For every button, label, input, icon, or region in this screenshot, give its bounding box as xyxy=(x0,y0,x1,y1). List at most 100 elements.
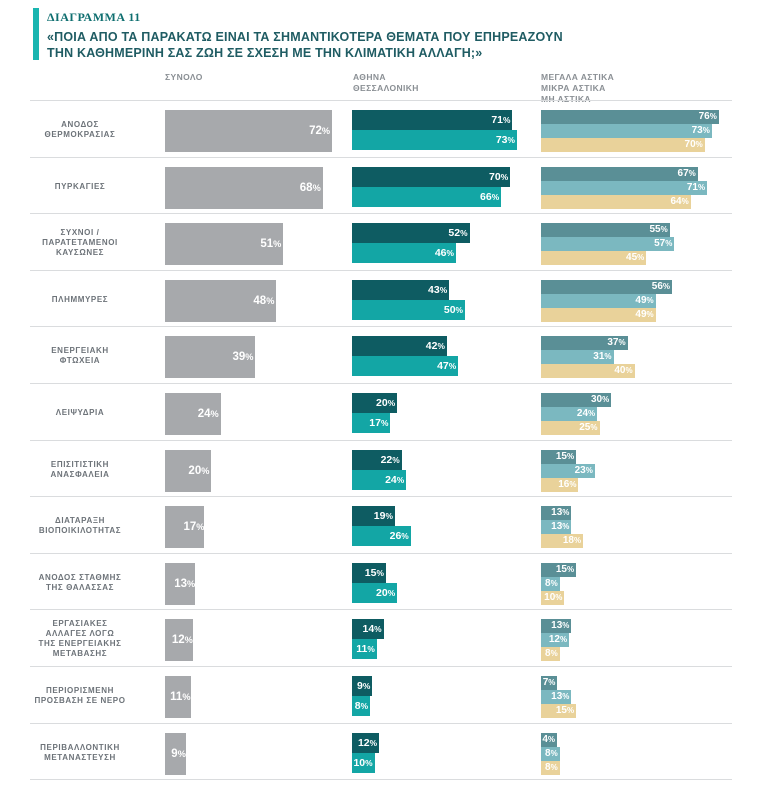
bar-value-label: 13 xyxy=(551,507,563,519)
bar-total: 20% xyxy=(165,449,212,492)
bar-value-label: 52 xyxy=(448,227,461,240)
bar-unit-label: % xyxy=(702,126,710,135)
bar-value-label: 64 xyxy=(670,195,682,207)
bar-thessaloniki: 50% xyxy=(352,299,465,320)
row-separator xyxy=(30,156,732,158)
bar-value-label: 47 xyxy=(437,360,449,373)
column-header-non-urban-line: ΜΗ ΑΣΤΙΚΑ xyxy=(541,94,591,104)
bar-value-label: 9 xyxy=(171,747,178,760)
bar-unit-label: % xyxy=(588,409,596,418)
bar-non-urban: 45% xyxy=(541,251,647,266)
bar-value-label: 66 xyxy=(480,190,492,203)
bar-value-label: 39 xyxy=(232,351,246,364)
bar-unit-label: % xyxy=(550,762,558,772)
bar-unit-label: % xyxy=(550,649,558,659)
row-label-line: ΕΡΓΑΣΙΑΚΕΣ xyxy=(52,619,108,629)
bar-unit-label: % xyxy=(437,341,445,352)
bar-large-urban: 13% xyxy=(541,506,572,521)
bar-non-urban: 8% xyxy=(541,760,560,775)
row-label-line: ΜΕΤΑΝΑΣΤΕΥΣΗ xyxy=(44,752,116,762)
bar-thessaloniki: 17% xyxy=(352,413,391,433)
bar-unit-label: % xyxy=(266,295,275,306)
bar-athens: 70% xyxy=(352,166,511,187)
bar-unit-label: % xyxy=(665,239,673,249)
bar-unit-label: % xyxy=(374,624,382,635)
row-label-line: ΑΝΟΔΟΣ xyxy=(61,120,99,129)
bar-unit-label: % xyxy=(387,398,396,408)
bar-value-label: 24 xyxy=(197,408,211,420)
row-label-line: ΚΑΥΣΩΝΕΣ xyxy=(55,248,105,258)
bar-thessaloniki: 20% xyxy=(352,582,398,603)
bar-unit-label: % xyxy=(362,681,371,691)
bar-value-label: 49 xyxy=(635,294,647,306)
bar-small-urban: 24% xyxy=(541,407,598,421)
row-label: ΔΙΑΤΑΡΑΞΗ ΒΙΟΠΟΙΚΙΛΟΤΗΤΑΣ xyxy=(22,516,138,536)
bar-small-urban: 49% xyxy=(541,293,656,308)
bar-value-label: 12 xyxy=(357,736,370,749)
bar-value-label: 48 xyxy=(253,294,267,307)
bar-athens: 9% xyxy=(352,676,373,696)
bar-non-urban: 49% xyxy=(541,307,656,322)
bar-total: 9% xyxy=(165,732,186,775)
bar-small-urban: 73% xyxy=(541,124,712,138)
bar-unit-label: % xyxy=(385,511,393,522)
bar-athens: 22% xyxy=(352,449,402,470)
bar-unit-label: % xyxy=(210,409,219,419)
bar-total: 68% xyxy=(165,166,323,209)
bar-value-label: 72 xyxy=(309,125,322,137)
bar-large-urban: 30% xyxy=(541,393,612,407)
row-label-line: ΠΕΡΙΟΡΙΣΜΕΝΗ xyxy=(45,686,114,695)
bar-athens: 42% xyxy=(352,336,447,357)
bar-thessaloniki: 10% xyxy=(352,752,375,773)
bar-athens: 14% xyxy=(352,619,384,640)
row-separator xyxy=(30,609,732,611)
bar-value-label: 20 xyxy=(376,586,388,599)
bar-value-label: 37 xyxy=(607,337,619,349)
bar-unit-label: % xyxy=(376,567,384,578)
bar-unit-label: % xyxy=(380,418,389,428)
bar-thessaloniki: 46% xyxy=(352,243,456,264)
bar-unit-label: % xyxy=(662,281,671,291)
bar-value-label: 25 xyxy=(579,422,591,433)
row-label-line: ΤΗΣ ΕΝΕΡΓΕΙΑΚΗΣ xyxy=(38,639,122,649)
bar-small-urban: 8% xyxy=(541,746,560,761)
row-separator xyxy=(30,213,732,215)
bar-unit-label: % xyxy=(585,465,593,475)
bar-value-label: 11 xyxy=(170,691,183,703)
bar-value-label: 42 xyxy=(425,340,438,353)
bar-unit-label: % xyxy=(660,225,668,235)
row-label: ΛΕΙΨΥΔΡΙΑ xyxy=(22,408,138,418)
row-label-line: ΣΥΧΝΟΙ / xyxy=(60,228,100,238)
bar-unit-label: % xyxy=(566,706,575,715)
bar-non-urban: 10% xyxy=(541,590,565,605)
bar-thessaloniki: 11% xyxy=(352,639,377,660)
row-label-line: ΠΛΗΜΜΥΡΕΣ xyxy=(51,294,109,304)
bar-unit-label: % xyxy=(491,191,500,202)
bar-non-urban: 15% xyxy=(541,704,577,718)
bar-unit-label: % xyxy=(392,454,400,465)
row-label-line: ΒΙΟΠΟΙΚΙΛΟΤΗΤΑΣ xyxy=(38,526,122,536)
row-separator xyxy=(30,326,732,328)
bar-small-urban: 8% xyxy=(541,576,560,591)
bar-unit-label: % xyxy=(365,757,373,768)
bar-unit-label: % xyxy=(566,564,575,574)
bar-thessaloniki: 47% xyxy=(352,356,459,377)
bar-value-label: 20 xyxy=(188,464,202,477)
bar-value-label: 76 xyxy=(698,111,710,122)
bar-value-label: 15 xyxy=(555,563,567,575)
bar-value-label: 11 xyxy=(356,643,368,656)
bar-small-urban: 71% xyxy=(541,180,708,195)
bar-unit-label: % xyxy=(550,748,558,758)
bar-value-label: 50 xyxy=(443,303,456,316)
row-separator xyxy=(30,269,732,271)
bar-value-label: 12 xyxy=(171,634,185,647)
bar-unit-label: % xyxy=(559,635,568,645)
bar-value-label: 14 xyxy=(362,623,375,636)
bar-value-label: 67 xyxy=(677,167,689,179)
bar-non-urban: 18% xyxy=(541,534,584,549)
row-separator xyxy=(30,666,732,667)
chart-title-line-1: «ΠΟΙΑ ΑΠΟ ΤΑ ΠΑΡΑΚΑΤΩ ΕΙΝΑΙ ΤΑ ΣΗΜΑΝΤΙΚΟ… xyxy=(47,30,563,44)
bar-unit-label: % xyxy=(321,126,331,136)
row-label-line: ΑΛΛΑΓΕΣ ΛΟΓΩ xyxy=(45,629,115,639)
bar-unit-label: % xyxy=(688,168,696,178)
